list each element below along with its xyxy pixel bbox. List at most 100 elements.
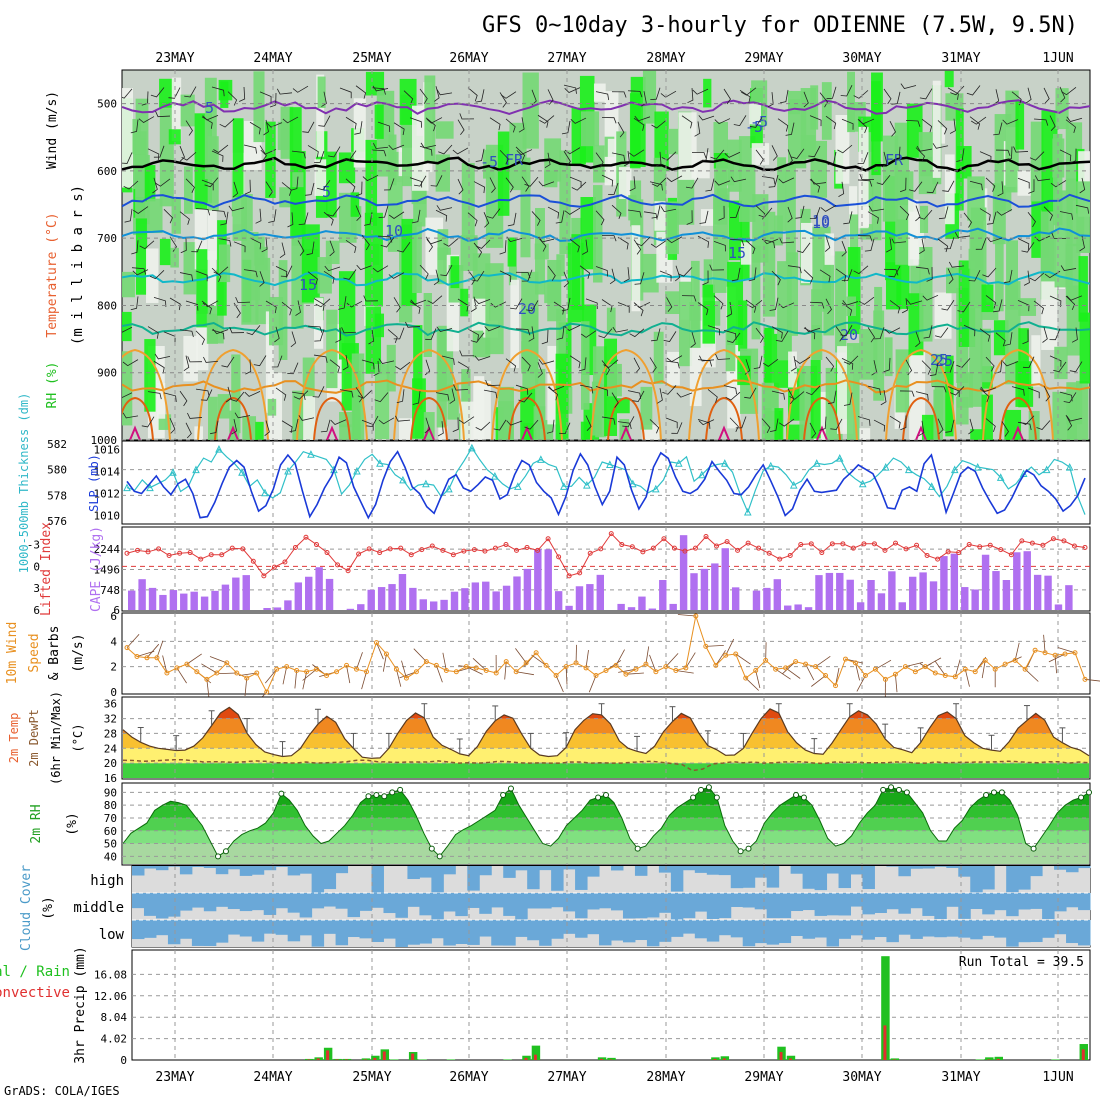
cloud-bar <box>779 920 791 943</box>
cape-bar <box>524 569 531 610</box>
cloud-bar <box>635 920 647 940</box>
cloud-bar <box>407 893 419 907</box>
rh-marker <box>746 846 751 851</box>
rh-cell <box>535 369 545 429</box>
cloud-bar <box>611 920 623 941</box>
precip-frame <box>132 950 1090 1060</box>
wind-label-line: 10m Wind <box>5 622 20 685</box>
cloud-bar <box>168 893 180 917</box>
axis-tick: 4 <box>110 635 117 648</box>
cloud-bar <box>755 893 767 909</box>
precip-total-bar <box>418 1059 426 1060</box>
cloud-bar <box>479 893 491 914</box>
cloud-bar <box>1066 866 1078 872</box>
precip-conv-bar <box>987 1059 990 1060</box>
cloud-bar <box>1006 920 1018 947</box>
cape-bar <box>430 601 437 610</box>
cloud-bar <box>324 920 336 934</box>
cloud-bar <box>827 866 839 874</box>
rh-cell <box>666 202 679 255</box>
rh-cell <box>847 343 860 443</box>
cloud-bar <box>671 920 683 937</box>
temp-band <box>122 763 1090 778</box>
rh-cell <box>172 198 181 234</box>
cloud-bar <box>743 920 755 946</box>
cloud-bar <box>168 920 180 944</box>
contour-label: 10 <box>812 214 830 232</box>
cloud-bar <box>144 920 156 938</box>
cloud-bar <box>360 893 372 911</box>
cape-bar <box>170 590 177 610</box>
cape-bar <box>899 602 906 610</box>
cloud-bar <box>910 893 922 908</box>
rh-cell <box>752 143 769 165</box>
cape-bar <box>243 575 250 610</box>
cape-bar <box>586 584 593 610</box>
cloud-bar <box>779 893 791 918</box>
rh-cell <box>120 88 133 188</box>
cloud-bar <box>455 920 467 944</box>
cape-bar <box>690 573 697 610</box>
axis-tick: 60 <box>104 825 117 838</box>
bottom-date-31MAY: 31MAY <box>941 1070 980 1085</box>
cloud-bar <box>898 866 910 876</box>
precip-conv-bar <box>307 1059 310 1060</box>
cloud-bar <box>970 920 982 939</box>
cloud-label-line: (%) <box>41 896 56 919</box>
cape-bar <box>1065 585 1072 610</box>
rh-marker <box>429 846 434 851</box>
cloud-bar <box>767 920 779 945</box>
rh-marker <box>904 790 909 795</box>
cloud-bar <box>240 920 252 936</box>
cloud-bar <box>994 893 1006 910</box>
axis-tick: 28 <box>104 727 117 740</box>
cloud-bar <box>336 920 348 945</box>
cloud-bar <box>288 866 300 875</box>
cloud-bar <box>886 866 898 867</box>
top-date-25MAY: 25MAY <box>352 51 391 66</box>
cloud-bar <box>539 893 551 908</box>
cloud-bar <box>132 920 144 939</box>
axis-tick: 6 <box>110 610 117 623</box>
cloud-row-label: high <box>90 873 124 889</box>
top-date-30MAY: 30MAY <box>842 51 881 66</box>
precip-label-text: 3hr Precip (mm) <box>73 946 88 1063</box>
cloud-bar <box>575 866 587 890</box>
cape-bar <box>1034 575 1041 610</box>
cloud-bar <box>407 866 419 879</box>
cape-bar <box>940 556 947 610</box>
cloud-bar <box>264 893 276 915</box>
cloud-bar <box>1018 920 1030 942</box>
rh-marker <box>437 854 442 859</box>
rh-cell <box>375 105 384 139</box>
rh-marker <box>691 795 696 800</box>
rh-cell <box>1076 181 1093 253</box>
rh-cell <box>241 194 253 231</box>
precip-total-bar <box>503 1059 511 1060</box>
axis-tick: 12.06 <box>94 990 127 1003</box>
axis-tick: 8.04 <box>101 1011 128 1024</box>
wind-label-text: 10m Wind <box>5 622 20 685</box>
cloud-bar <box>443 893 455 911</box>
rh-label-text: (%) <box>65 812 80 835</box>
top-date-1JUN: 1JUN <box>1042 51 1073 66</box>
precip-conv-bar <box>317 1058 320 1060</box>
precip-conv-bar <box>411 1054 414 1060</box>
rh-cell <box>787 252 798 336</box>
pressure-tick: 700 <box>97 232 117 245</box>
lifted-index-label: Lifted Index <box>39 522 54 616</box>
cloud-bar <box>300 866 312 874</box>
cloud-bar <box>372 893 384 908</box>
cape-bar <box>649 609 656 610</box>
cape-bar <box>211 591 218 610</box>
cloud-bar <box>551 866 563 891</box>
cloud-bar <box>874 920 886 937</box>
rh-marker <box>881 787 886 792</box>
cloud-bar <box>228 893 240 909</box>
cloud-bar <box>383 920 395 939</box>
cloud-bar <box>827 920 839 946</box>
rh2m-ylabel: 2m RH(%) <box>29 804 80 843</box>
